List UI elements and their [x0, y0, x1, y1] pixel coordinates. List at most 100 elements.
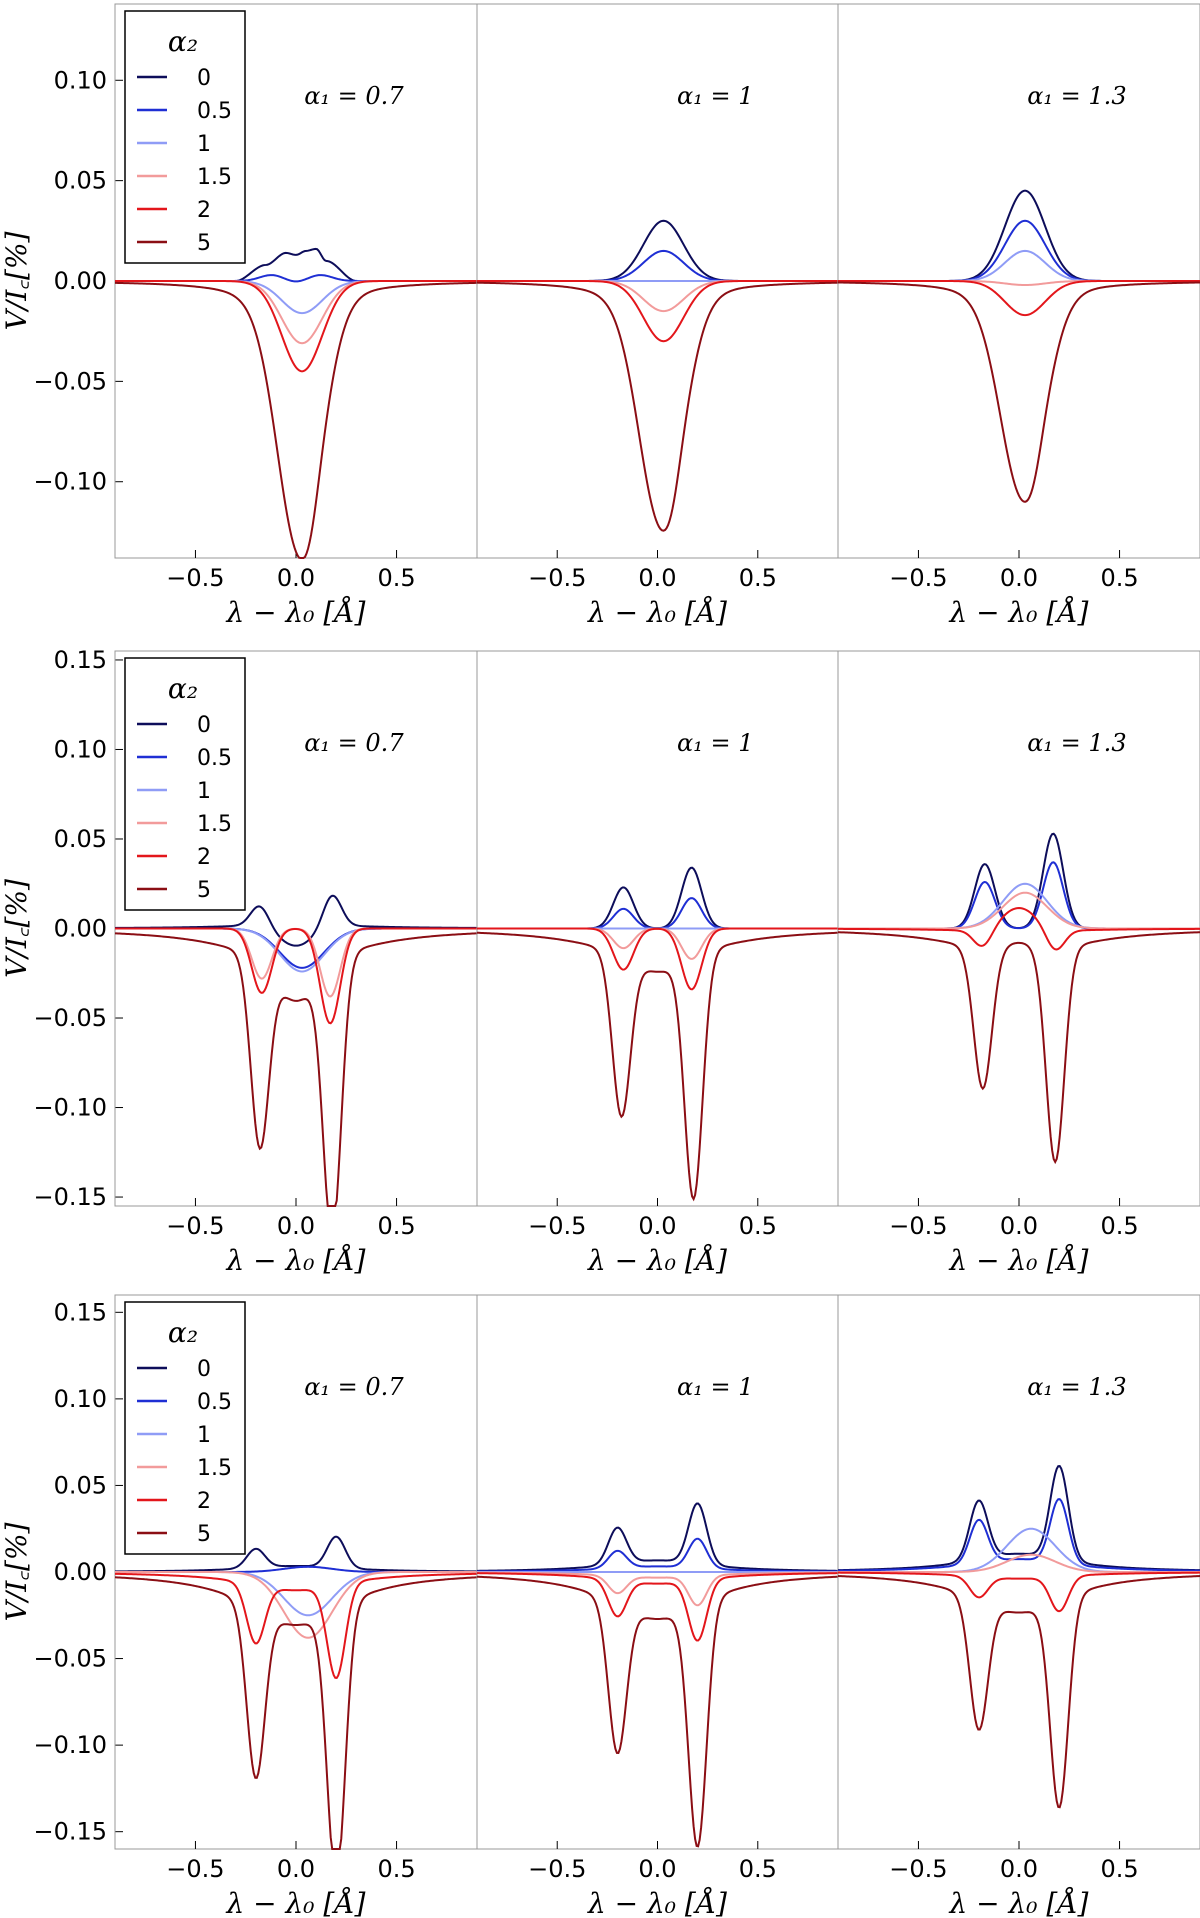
series-line-0	[837, 1465, 1200, 1572]
panel-r1-c1: −0.5 0.0 0.5 λ − λ₀ [Å] α₁ = 0.7	[114, 3, 478, 629]
series-line-5	[837, 1575, 1200, 1809]
legend-entry: 2	[197, 198, 211, 223]
legend-entry: 1.5	[197, 812, 232, 837]
x-tick-label: 0.0	[1000, 1212, 1038, 1240]
y-tick-label: 0.10	[54, 735, 107, 763]
x-tick-label: −0.5	[166, 1212, 224, 1240]
x-tick-label: 0.5	[377, 1212, 415, 1240]
y-tick-label: 0.05	[54, 825, 107, 853]
legend-box	[124, 657, 246, 911]
x-tick-label: 0.0	[277, 1855, 315, 1883]
series-line-5	[476, 931, 839, 1202]
x-tick-label: 0.0	[277, 1212, 315, 1240]
series-line-1	[115, 1571, 477, 1617]
alpha1-annotation: α₁ = 1.3	[1027, 1373, 1126, 1401]
legend-box	[124, 1301, 246, 1555]
x-tick-label: 0.0	[638, 1855, 676, 1883]
x-tick-label: −0.5	[528, 564, 586, 592]
y-axis-label: V/I꜀[%]	[0, 1522, 33, 1621]
chart-row-2: −0.15−0.10−0.050.000.050.100.15V/I꜀[%]−0…	[0, 646, 1200, 1277]
x-tick-label: 0.5	[1100, 1855, 1138, 1883]
x-tick-label: 0.5	[739, 564, 777, 592]
y-tick-label: 0.00	[54, 267, 107, 295]
legend-entry: 0.5	[197, 1390, 232, 1415]
series-line-5	[476, 281, 839, 532]
y-tick-label: 0.05	[54, 1471, 107, 1499]
series-line-0	[114, 1535, 478, 1573]
x-tick-label: 0.5	[1100, 564, 1138, 592]
legend-entry: 0.5	[197, 746, 232, 771]
series-line-5	[476, 1575, 839, 1848]
legend-entry: 5	[197, 1522, 211, 1547]
legend-entry: 0	[197, 66, 211, 91]
series-line-5	[114, 932, 478, 1207]
series-line-0-5	[476, 1537, 839, 1573]
series-line-0	[838, 832, 1200, 930]
x-tick-label: 0.0	[638, 1212, 676, 1240]
legend-entry: 5	[197, 231, 211, 256]
panel-r2-c3: −0.5 0.0 0.5 λ − λ₀ [Å] α₁ = 1.3	[837, 650, 1200, 1277]
y-tick-label: −0.05	[33, 1645, 107, 1673]
series-line-1-5	[115, 1571, 477, 1639]
y-tick-label: 0.00	[54, 1558, 107, 1586]
y-tick-label: 0.05	[54, 167, 107, 195]
legend-entry: 0	[197, 1357, 211, 1382]
x-tick-label: −0.5	[166, 564, 224, 592]
x-tick-label: −0.5	[889, 564, 947, 592]
alpha1-annotation: α₁ = 1	[677, 1373, 753, 1401]
series-line-1-5	[476, 1571, 839, 1607]
y-tick-label: 0.15	[54, 646, 107, 674]
x-axis-label: λ − λ₀ [Å]	[226, 1887, 366, 1918]
legend-title: α₂	[168, 25, 198, 58]
y-tick-label: 0.00	[54, 915, 107, 943]
series-line-2	[115, 280, 477, 373]
panel-r1-c2: −0.5 0.0 0.5 λ − λ₀ [Å] α₁ = 1	[476, 3, 839, 629]
x-axis-label: λ − λ₀ [Å]	[587, 1244, 727, 1277]
series-line-5	[114, 1576, 478, 1850]
x-axis-label: λ − λ₀ [Å]	[949, 1887, 1089, 1918]
x-tick-label: 0.5	[1100, 1212, 1138, 1240]
series-line-2	[837, 1571, 1200, 1613]
y-tick-label: 0.10	[54, 1385, 107, 1413]
y-tick-label: −0.05	[33, 367, 107, 395]
series-line-0	[477, 866, 838, 930]
legend-entry: 2	[197, 1489, 211, 1514]
alpha1-annotation: α₁ = 0.7	[304, 729, 404, 757]
series-line-1-5	[838, 891, 1200, 930]
x-tick-label: 0.0	[277, 564, 315, 592]
legend-box	[124, 10, 246, 264]
series-line-1	[115, 927, 477, 973]
series-line-5	[114, 281, 478, 559]
x-axis-label: λ − λ₀ [Å]	[226, 1244, 366, 1277]
x-tick-label: −0.5	[889, 1855, 947, 1883]
x-axis-label: λ − λ₀ [Å]	[949, 1244, 1089, 1277]
y-tick-label: 0.10	[54, 66, 107, 94]
legend-entry: 1.5	[197, 1456, 232, 1481]
plot-rows: −0.10−0.050.000.050.10V/I꜀[%]−0.5 0.0 0.5λ…	[0, 3, 1200, 1918]
series-line-5	[837, 931, 1200, 1165]
series-line-0	[114, 894, 478, 947]
panel-r1-c3: −0.5 0.0 0.5 λ − λ₀ [Å] α₁ = 1.3	[837, 3, 1200, 629]
x-tick-label: −0.5	[166, 1855, 224, 1883]
y-tick-label: −0.05	[33, 1004, 107, 1032]
series-line-0-5	[838, 219, 1200, 282]
x-tick-label: 0.0	[638, 564, 676, 592]
y-tick-label: −0.15	[33, 1818, 107, 1846]
x-tick-label: −0.5	[528, 1212, 586, 1240]
series-line-1	[115, 280, 477, 315]
y-axis-label: V/I꜀[%]	[0, 879, 33, 978]
legend-entry: 1.5	[197, 165, 232, 190]
legend-entry: 1	[197, 779, 211, 804]
legend-entry: 0.5	[197, 99, 232, 124]
x-tick-label: −0.5	[889, 1212, 947, 1240]
alpha1-annotation: α₁ = 1.3	[1027, 729, 1126, 757]
series-line-1	[838, 882, 1200, 930]
panel-r2-c1: −0.5 0.0 0.5 λ − λ₀ [Å] α₁ = 0.7	[114, 650, 478, 1277]
series-line-2	[477, 280, 838, 343]
legend-entry: 0	[197, 713, 211, 738]
series-line-2	[838, 280, 1200, 317]
x-tick-label: −0.5	[528, 1855, 586, 1883]
chart-row-3: −0.15−0.10−0.050.000.050.100.15V/I꜀[%]−0…	[0, 1294, 1200, 1918]
series-line-2	[114, 1572, 478, 1679]
y-tick-label: 0.15	[54, 1298, 107, 1326]
